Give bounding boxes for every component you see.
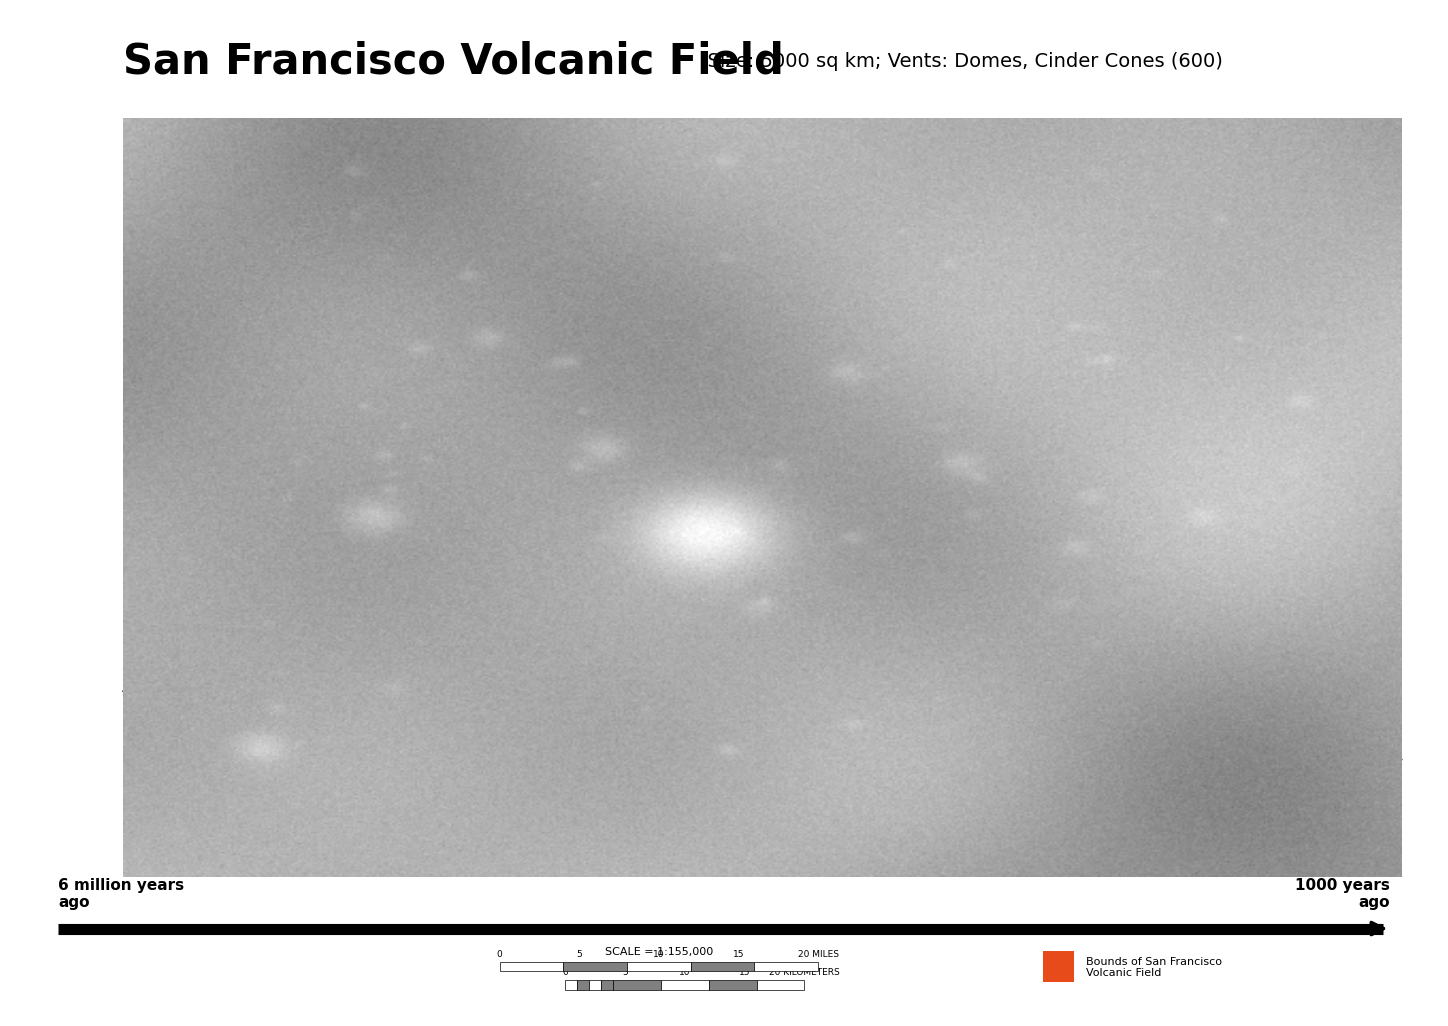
Text: SP Crater: SP Crater — [821, 367, 870, 378]
Text: 5: 5 — [623, 969, 628, 977]
Text: Flagstaff: Flagstaff — [727, 686, 772, 697]
Text: Red
Mountain: Red Mountain — [463, 327, 511, 349]
Bar — [660, 981, 710, 989]
Text: 40: 40 — [1224, 748, 1235, 756]
Text: 15: 15 — [733, 950, 744, 958]
Text: 10: 10 — [653, 950, 665, 958]
Text: 10: 10 — [679, 969, 691, 977]
Bar — [589, 981, 601, 989]
Bar — [565, 981, 578, 989]
Bar — [756, 981, 804, 989]
Bar — [754, 962, 818, 971]
Text: San Francisco
Mountain: San Francisco Mountain — [669, 521, 741, 543]
Bar — [627, 962, 691, 971]
Bar — [500, 962, 563, 971]
Text: San Francisco Volcanic Field: San Francisco Volcanic Field — [123, 41, 783, 82]
Text: 15: 15 — [738, 969, 750, 977]
Text: 40: 40 — [258, 668, 269, 677]
Text: Grand Falls: Grand Falls — [1245, 417, 1303, 427]
Text: 17: 17 — [792, 762, 804, 772]
Text: Howard
Mesa: Howard Mesa — [378, 399, 418, 421]
Bar — [613, 981, 660, 989]
Text: Little Colorado River: Little Colorado River — [1365, 451, 1374, 544]
Text: 0: 0 — [563, 969, 568, 977]
Text: 40: 40 — [610, 710, 621, 718]
Text: 89: 89 — [975, 212, 986, 222]
Text: Doney Fault: Doney Fault — [1105, 339, 1135, 391]
Text: 20 KILOMETERS: 20 KILOMETERS — [769, 969, 840, 977]
Text: 1000 years
ago: 1000 years ago — [1295, 877, 1390, 910]
Bar — [909, 205, 1338, 589]
Text: SCALE = 1:155,000: SCALE = 1:155,000 — [605, 947, 712, 957]
Text: Bill Williams
Mountain: Bill Williams Mountain — [229, 738, 291, 759]
Text: 89: 89 — [975, 546, 986, 555]
Text: Elden
Mountain: Elden Mountain — [734, 597, 783, 619]
Text: Potential
site of
future
volcanic
activity: Potential site of future volcanic activi… — [1313, 496, 1374, 568]
Text: Merriam
Crater: Merriam Crater — [1182, 506, 1225, 527]
Text: 0: 0 — [497, 950, 502, 958]
Text: 5: 5 — [576, 950, 582, 958]
Bar — [1043, 951, 1074, 982]
Text: Williams: Williams — [300, 671, 343, 681]
Text: Sitgreaves
Mountain: Sitgreaves Mountain — [345, 506, 400, 527]
Text: Sunset Crater: Sunset Crater — [925, 459, 996, 469]
Text: Walnut Canyon: Walnut Canyon — [921, 724, 1001, 735]
Bar — [601, 981, 614, 989]
Text: SP Lava
Flow: SP Lava Flow — [902, 289, 943, 311]
Bar — [578, 981, 589, 989]
Text: 20 MILES: 20 MILES — [798, 950, 838, 958]
Text: 6 million years
ago: 6 million years ago — [58, 877, 184, 910]
Text: Bounds of San Francisco
Volcanic Field: Bounds of San Francisco Volcanic Field — [1086, 956, 1222, 979]
Text: Size: 5000 sq km; Vents: Domes, Cinder Cones (600): Size: 5000 sq km; Vents: Domes, Cinder C… — [695, 52, 1224, 71]
Text: Cataract Creek: Cataract Creek — [188, 403, 198, 471]
Text: 64: 64 — [307, 356, 319, 365]
Text: Kendrick
Peak: Kendrick Peak — [581, 437, 626, 459]
Text: Mesa Butte Fault: Mesa Butte Fault — [355, 639, 391, 713]
Bar — [691, 962, 754, 971]
Text: Mesa Butte Fault: Mesa Butte Fault — [694, 224, 766, 264]
Text: 180: 180 — [504, 315, 521, 323]
Text: 64: 64 — [379, 193, 391, 202]
Bar — [710, 981, 756, 989]
Bar — [563, 962, 627, 971]
